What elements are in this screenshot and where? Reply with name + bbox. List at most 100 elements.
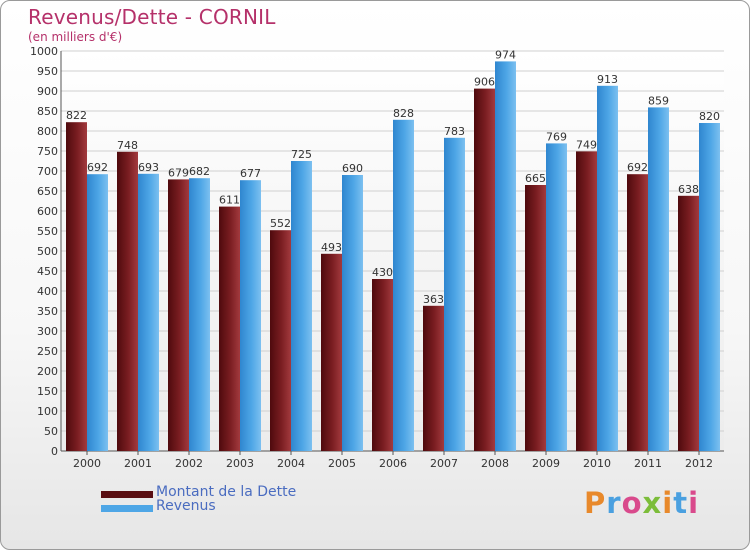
data-label: 692	[87, 161, 108, 174]
bar-revenus	[342, 175, 363, 451]
data-label: 493	[321, 241, 342, 254]
y-tick-label: 700	[37, 165, 58, 178]
bar-dette	[678, 195, 699, 451]
bar-dette	[117, 151, 138, 452]
data-label: 822	[66, 109, 87, 122]
data-label: 682	[189, 165, 210, 178]
bar-revenus	[444, 137, 465, 452]
data-label: 783	[444, 125, 465, 138]
legend-label-revenus: Revenus	[156, 498, 216, 514]
data-label: 906	[474, 76, 495, 89]
data-label: 725	[291, 148, 312, 161]
bar-revenus	[87, 174, 108, 451]
data-label: 913	[597, 73, 618, 86]
logo-letter: x	[642, 486, 663, 520]
bar-dette	[474, 88, 495, 451]
x-tick-label: 2007	[430, 457, 458, 470]
bar-dette	[168, 179, 189, 451]
y-tick-label: 200	[37, 365, 58, 378]
x-tick-label: 2004	[277, 457, 305, 470]
logo-letter: i	[662, 486, 674, 520]
data-label: 749	[576, 138, 597, 151]
data-label: 638	[678, 183, 699, 196]
logo-letter: t	[673, 486, 689, 520]
y-tick-label: 500	[37, 245, 58, 258]
y-tick-label: 150	[37, 385, 58, 398]
data-label: 363	[423, 293, 444, 306]
x-tick-label: 2001	[124, 457, 152, 470]
x-tick-label: 2005	[328, 457, 356, 470]
bar-revenus	[648, 107, 669, 452]
chart-subtitle: (en milliers d'€)	[28, 30, 123, 44]
y-tick-label: 550	[37, 225, 58, 238]
data-label: 552	[270, 217, 291, 230]
x-tick-label: 2011	[634, 457, 662, 470]
data-label: 748	[117, 139, 138, 152]
y-tick-label: 100	[37, 405, 58, 418]
data-label: 665	[525, 172, 546, 185]
bar-revenus	[189, 178, 210, 451]
x-tick-label: 2002	[175, 457, 203, 470]
bar-dette	[321, 253, 342, 451]
x-tick-label: 2010	[583, 457, 611, 470]
data-label: 430	[372, 266, 393, 279]
data-label: 679	[168, 166, 189, 179]
data-label: 769	[546, 130, 567, 143]
data-label: 693	[138, 161, 159, 174]
y-tick-label: 1000	[30, 45, 58, 58]
bar-dette	[423, 305, 444, 451]
y-tick-label: 800	[37, 125, 58, 138]
bar-revenus	[495, 61, 516, 452]
bar-revenus	[291, 161, 312, 451]
data-label: 690	[342, 162, 363, 175]
y-tick-label: 650	[37, 185, 58, 198]
bar-revenus	[597, 85, 618, 452]
x-tick-label: 2009	[532, 457, 560, 470]
bar-revenus	[546, 143, 567, 451]
data-label: 692	[627, 161, 648, 174]
y-tick-label: 400	[37, 285, 58, 298]
legend-label-debt: Montant de la Dette	[156, 484, 297, 500]
logo-letter: o	[621, 486, 643, 520]
bar-dette	[627, 174, 648, 451]
y-tick-label: 0	[51, 445, 58, 458]
bar-dette	[372, 279, 393, 451]
logo-letter: P	[584, 486, 607, 520]
logo-letter: i	[688, 486, 700, 520]
legend-swatch-debt	[101, 491, 153, 498]
bar-revenus	[240, 180, 261, 451]
data-label: 974	[495, 48, 516, 61]
logo-letter: r	[606, 486, 622, 520]
bar-dette	[66, 122, 87, 451]
bar-revenus	[393, 119, 414, 452]
data-label: 820	[699, 110, 720, 123]
y-tick-label: 900	[37, 85, 58, 98]
data-label: 677	[240, 167, 261, 180]
bar-dette	[270, 230, 291, 451]
data-label: 859	[648, 94, 669, 107]
x-tick-label: 2012	[685, 457, 713, 470]
data-label: 828	[393, 107, 414, 120]
bar-dette	[576, 151, 597, 451]
y-tick-label: 350	[37, 305, 58, 318]
bar-revenus	[699, 123, 720, 451]
data-label: 611	[219, 194, 240, 207]
bar-dette	[525, 185, 546, 451]
y-tick-label: 950	[37, 65, 58, 78]
bar-revenus	[138, 173, 159, 452]
y-tick-label: 300	[37, 325, 58, 338]
y-tick-label: 850	[37, 105, 58, 118]
proxiti-logo: Proxiti	[584, 486, 699, 520]
x-tick-label: 2008	[481, 457, 509, 470]
y-tick-label: 600	[37, 205, 58, 218]
x-tick-label: 2003	[226, 457, 254, 470]
chart-title: Revenus/Dette - CORNIL	[28, 5, 276, 29]
y-tick-label: 50	[44, 425, 58, 438]
y-tick-label: 250	[37, 345, 58, 358]
y-tick-label: 450	[37, 265, 58, 278]
x-tick-label: 2006	[379, 457, 407, 470]
x-tick-label: 2000	[73, 457, 101, 470]
legend-swatch-revenus	[101, 505, 153, 512]
